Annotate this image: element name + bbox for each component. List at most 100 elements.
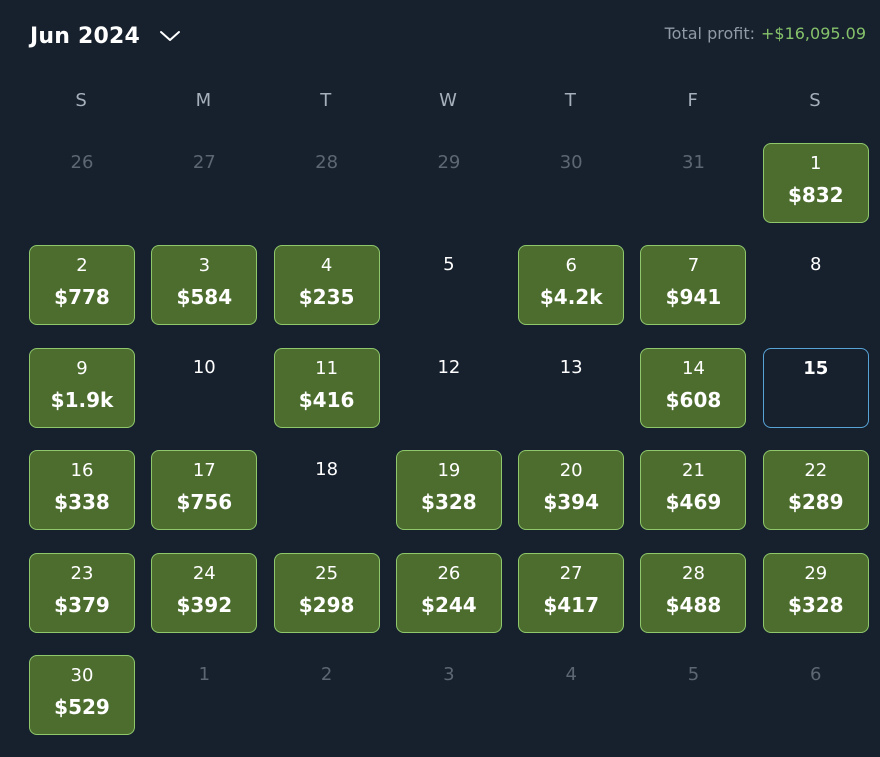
day-number: 14 — [682, 357, 705, 379]
calendar-day-today[interactable]: 15 — [762, 347, 869, 428]
day-number: 27 — [192, 152, 216, 173]
calendar-day-outside: 26 — [29, 143, 135, 223]
calendar-day[interactable]: 11 $416 — [273, 347, 380, 428]
weekday-label: S — [809, 90, 821, 111]
calendar-day-outside: 28 — [274, 143, 380, 223]
calendar-day[interactable]: 26 $244 — [395, 552, 502, 633]
day-number: 3 — [443, 663, 455, 685]
calendar-day[interactable]: 21 $469 — [640, 450, 747, 531]
calendar-day[interactable]: 7 $941 — [640, 245, 747, 326]
day-number: 7 — [687, 255, 700, 277]
calendar-day[interactable]: 3 $584 — [151, 245, 258, 326]
calendar-cell: 5 — [387, 245, 509, 347]
day-number: 18 — [315, 459, 339, 481]
calendar-cell: 8 — [754, 245, 876, 347]
day-number: 13 — [559, 356, 583, 378]
calendar-day[interactable]: 2 $778 — [29, 245, 135, 326]
total-profit-label: Total profit: — [664, 24, 755, 43]
calendar-day[interactable]: 25 $298 — [273, 552, 380, 633]
calendar-cell: 1 $832 — [754, 143, 876, 245]
day-number: 5 — [687, 663, 700, 685]
day-number: 25 — [315, 562, 339, 584]
calendar-day[interactable]: 10 — [151, 348, 257, 428]
day-number: 6 — [810, 663, 822, 685]
day-number: 20 — [559, 460, 583, 482]
calendar-cell: 23 $379 — [20, 552, 142, 655]
calendar-day[interactable]: 12 — [396, 348, 502, 428]
chevron-down-icon[interactable] — [158, 28, 182, 44]
calendar-day-outside: 31 — [640, 143, 746, 223]
day-profit: $529 — [54, 694, 110, 719]
day-number: 4 — [320, 255, 333, 277]
calendar-day[interactable]: 30 $529 — [29, 654, 135, 735]
day-number: 4 — [565, 663, 577, 685]
day-number: 22 — [804, 460, 828, 482]
calendar-day[interactable]: 18 — [274, 450, 380, 530]
calendar-day-outside: 29 — [396, 143, 502, 223]
calendar-header: Jun 2024 Total profit: +$16,095.09 — [0, 0, 880, 72]
day-number: 15 — [803, 357, 829, 379]
calendar-day[interactable]: 19 $328 — [395, 450, 502, 531]
day-number: 11 — [315, 357, 339, 379]
calendar-cell: 10 — [142, 348, 264, 450]
day-profit: $298 — [298, 592, 355, 617]
calendar-day[interactable]: 5 — [396, 245, 502, 325]
calendar-cell: 5 — [631, 655, 753, 757]
day-profit: $584 — [176, 285, 233, 310]
day-profit: $289 — [787, 490, 844, 515]
calendar-day[interactable]: 9 $1.9k — [29, 347, 135, 428]
day-number: 2 — [76, 255, 88, 277]
calendar-cell: 12 — [387, 348, 509, 450]
day-profit: $379 — [54, 592, 110, 617]
calendar-day[interactable]: 13 — [518, 348, 624, 428]
month-picker[interactable]: Jun 2024 — [30, 18, 182, 54]
calendar-day[interactable]: 29 $328 — [762, 552, 869, 633]
day-profit: $328 — [421, 490, 477, 515]
calendar-day[interactable]: 6 $4.2k — [518, 245, 625, 326]
day-number: 17 — [192, 460, 216, 482]
calendar-day[interactable]: 28 $488 — [640, 552, 747, 633]
calendar-cell: 31 — [631, 143, 753, 245]
calendar-day[interactable]: 22 $289 — [762, 450, 869, 531]
day-profit: $4.2k — [539, 285, 603, 310]
calendar-cell: 2 $778 — [20, 245, 142, 347]
calendar-cell: 4 — [509, 655, 631, 757]
day-profit: $756 — [176, 490, 233, 515]
month-label: Jun 2024 — [30, 23, 140, 49]
weekday-label: W — [439, 90, 457, 111]
calendar-cell: 17 $756 — [142, 450, 264, 552]
calendar-day[interactable]: 14 $608 — [640, 347, 747, 428]
day-profit: $235 — [298, 285, 355, 310]
calendar-day[interactable]: 1 $832 — [762, 143, 869, 223]
calendar-day[interactable]: 20 $394 — [518, 450, 625, 531]
day-number: 27 — [559, 562, 583, 584]
calendar-cell: 1 — [142, 655, 264, 757]
calendar-cell: 28 — [265, 143, 387, 245]
calendar-cell: 26 $244 — [387, 552, 509, 655]
calendar-day[interactable]: 24 $392 — [151, 552, 258, 633]
calendar-cell: 2 — [265, 655, 387, 757]
day-number: 28 — [315, 152, 339, 173]
day-profit: $416 — [298, 387, 355, 412]
calendar-cell: 3 $584 — [142, 245, 264, 347]
calendar-cell: 15 — [754, 347, 876, 450]
calendar-cell: 6 $4.2k — [509, 245, 631, 347]
day-profit: $832 — [787, 183, 844, 207]
calendar-day-outside: 4 — [518, 655, 624, 735]
calendar-day[interactable]: 16 $338 — [29, 450, 135, 531]
day-profit: $338 — [54, 490, 110, 515]
calendar-day-outside: 27 — [151, 143, 257, 223]
calendar-day[interactable]: 4 $235 — [273, 245, 380, 326]
total-profit-value: +$16,095.09 — [760, 24, 866, 43]
day-number: 6 — [565, 255, 577, 277]
calendar-day-outside: 30 — [518, 143, 624, 223]
calendar-cell: 7 $941 — [631, 245, 753, 347]
day-number: 9 — [76, 357, 88, 379]
calendar-cell: 9 $1.9k — [20, 347, 142, 450]
calendar-day[interactable]: 17 $756 — [151, 450, 258, 531]
calendar-day[interactable]: 23 $379 — [29, 552, 135, 633]
calendar-day[interactable]: 8 — [763, 245, 869, 325]
calendar-day[interactable]: 27 $417 — [518, 552, 625, 633]
day-number: 21 — [682, 460, 705, 482]
